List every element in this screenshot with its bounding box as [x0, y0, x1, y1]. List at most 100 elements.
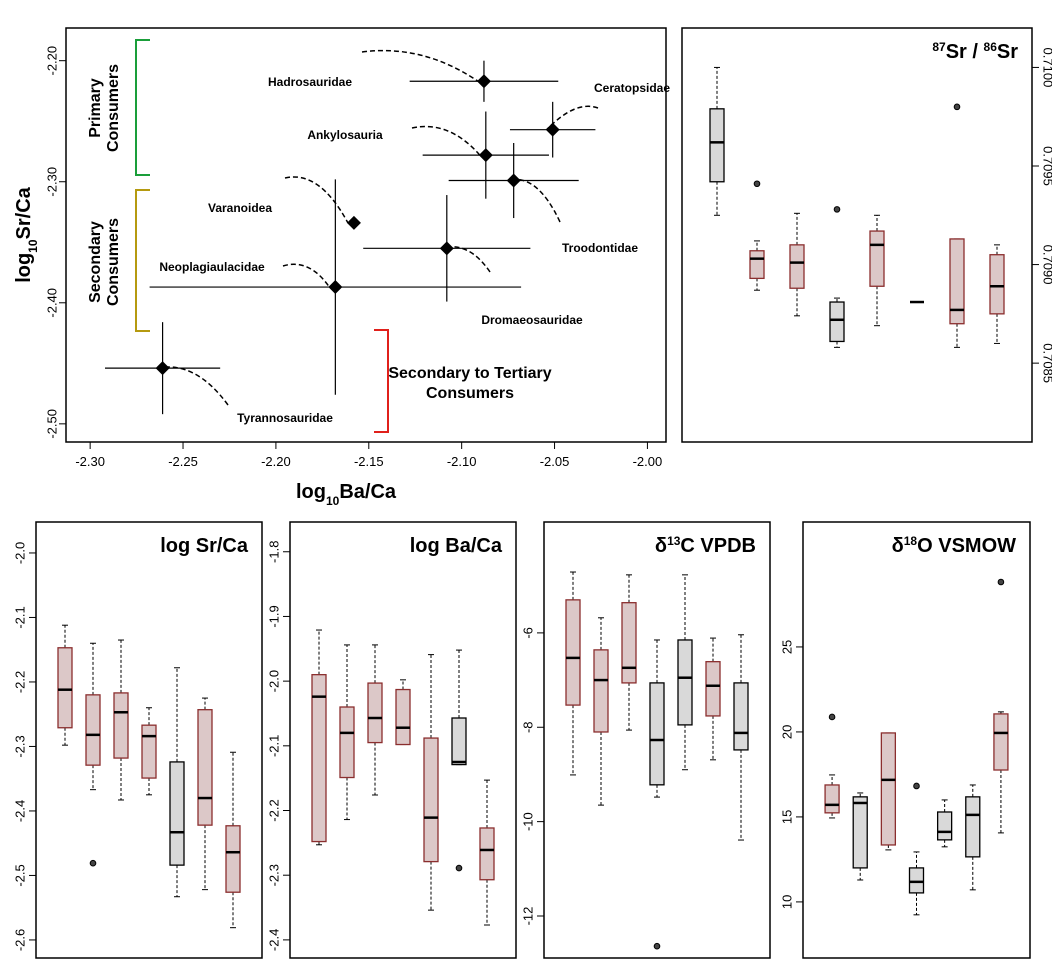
curve [507, 178, 561, 223]
box [789, 244, 805, 289]
y-tick-label: 0.7100 [1040, 48, 1052, 88]
outlier [455, 864, 463, 872]
box [339, 706, 355, 779]
box [367, 682, 383, 744]
x-tick-label: -2.15 [354, 454, 384, 469]
box [993, 713, 1009, 771]
box [225, 825, 241, 893]
y-tick-label: -10 [521, 812, 536, 831]
text-part: C VPDB [680, 535, 756, 557]
text-part: δ [655, 535, 667, 557]
outlier [753, 180, 761, 188]
curve [156, 366, 229, 406]
y-tick-label: -2.0 [13, 542, 28, 564]
x-tick-label: -2.25 [168, 454, 198, 469]
x-axis-label: log10Ba/Ca [296, 481, 397, 508]
plot-frame [65, 27, 667, 443]
outlier [997, 578, 1005, 586]
plot-frame [802, 521, 1031, 959]
box [423, 737, 439, 863]
y-axis-label: log10Sr/Ca [13, 186, 40, 282]
outlier [833, 206, 841, 213]
panel-title: δ13C VPDB [655, 534, 756, 557]
annotation: Secondary to Tertiary [388, 365, 551, 382]
y-tick-label: -2.30 [45, 167, 60, 197]
y-tick-label: -2.2 [13, 671, 28, 693]
point-label: Neoplagiaulacidae [159, 260, 265, 274]
point [155, 361, 170, 376]
y-tick-label: -8 [521, 721, 536, 733]
y-tick-label: 25 [780, 640, 795, 654]
y-tick-label: -2.1 [13, 606, 28, 628]
box [85, 694, 101, 766]
y-tick-label: -2.2 [267, 799, 282, 821]
text-part: log [13, 253, 35, 283]
box [141, 724, 157, 779]
box [965, 796, 981, 858]
box [311, 674, 327, 843]
text-part: 86 [984, 40, 998, 54]
box [989, 254, 1005, 315]
outlier [89, 859, 97, 867]
point-label: Hadrosauridae [268, 75, 352, 89]
text-part: log [296, 481, 326, 503]
box [565, 599, 581, 706]
point-label: Varanoidea [208, 201, 272, 215]
point-label: Tyrannosauridae [237, 411, 333, 425]
annotation: Secondary [87, 221, 104, 303]
panel-title: 87Sr / 86Sr [932, 40, 1018, 63]
y-tick-label: 20 [780, 725, 795, 739]
text-part: 10 [326, 494, 340, 508]
outlier [828, 713, 836, 721]
outlier [653, 942, 661, 950]
box [621, 602, 637, 684]
box [749, 250, 765, 280]
x-tick-label: -2.30 [75, 454, 105, 469]
annotation: Consumers [426, 385, 514, 402]
x-tick-label: -2.00 [633, 454, 663, 469]
y-tick-label: -6 [521, 627, 536, 639]
point-label: Ankylosauria [307, 128, 383, 142]
y-tick-label: 0.7090 [1040, 245, 1052, 285]
bracket [135, 189, 150, 332]
text-part: O VSMOW [917, 535, 1016, 557]
box [705, 661, 721, 717]
point [439, 241, 454, 256]
box [936, 811, 953, 841]
plot-frame [681, 27, 1033, 443]
curve [282, 263, 330, 288]
box [733, 682, 749, 751]
text-part: Sr [997, 41, 1018, 63]
point [545, 122, 560, 137]
outlier [913, 782, 920, 790]
box [852, 796, 868, 869]
point-label: Dromaeosauridae [481, 313, 583, 327]
y-tick-label: 0.7095 [1040, 146, 1052, 186]
box [593, 649, 609, 733]
bracket [374, 329, 389, 433]
box [869, 230, 885, 287]
x-tick-label: -2.10 [447, 454, 477, 469]
box [949, 238, 965, 325]
box [479, 827, 495, 881]
y-tick-label: -2.6 [13, 929, 28, 951]
curve [284, 176, 349, 224]
y-tick-label: -2.1 [267, 735, 282, 757]
y-tick-label: -2.20 [45, 46, 60, 76]
panel-title: log Ba/Ca [410, 535, 503, 557]
annotation: Consumers [105, 218, 122, 306]
y-tick-label: -2.3 [13, 735, 28, 757]
box [169, 761, 185, 866]
box [451, 717, 467, 766]
y-tick-label: -12 [521, 907, 536, 926]
box [677, 639, 693, 726]
box [829, 301, 845, 343]
box [197, 709, 213, 826]
outlier [953, 103, 961, 111]
plot-frame [543, 521, 771, 959]
text-part: Ba/Ca [339, 481, 397, 503]
curve [411, 125, 481, 156]
box [57, 647, 73, 729]
